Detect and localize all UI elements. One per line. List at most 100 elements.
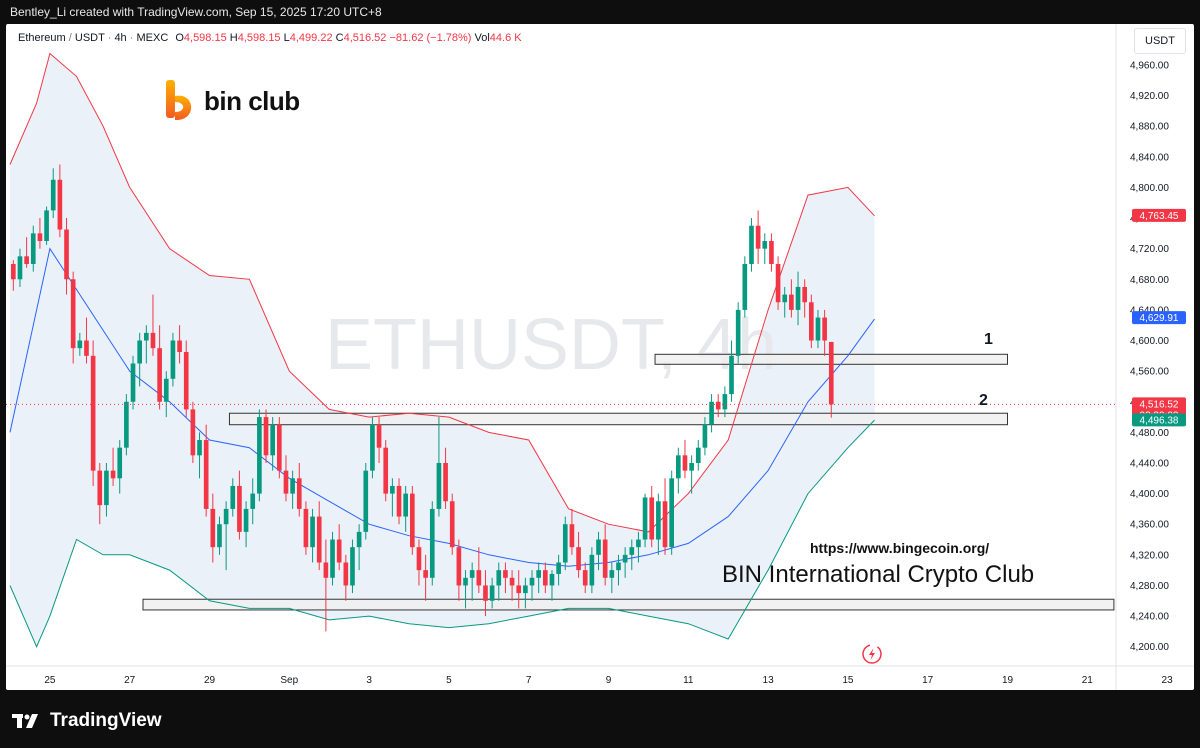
candle[interactable] bbox=[556, 554, 561, 586]
candle[interactable] bbox=[323, 539, 329, 632]
candle[interactable] bbox=[503, 562, 508, 594]
candle[interactable] bbox=[137, 332, 142, 387]
candle[interactable] bbox=[569, 508, 575, 555]
time-axis[interactable]: 25 27 29 Sep 3 5 7 9 11 13 15 17 19 21 23 bbox=[44, 675, 1173, 686]
candle[interactable] bbox=[582, 562, 588, 594]
candle[interactable] bbox=[735, 302, 741, 364]
candle[interactable] bbox=[483, 570, 488, 617]
candle[interactable] bbox=[702, 417, 708, 456]
candle[interactable] bbox=[636, 531, 641, 563]
symbol-name[interactable]: Ethereum bbox=[18, 32, 66, 44]
candle[interactable] bbox=[602, 524, 608, 586]
candle[interactable] bbox=[177, 325, 182, 364]
candle[interactable] bbox=[356, 524, 362, 571]
candle[interactable] bbox=[543, 562, 548, 594]
candle[interactable] bbox=[97, 462, 103, 525]
candle[interactable] bbox=[283, 455, 289, 502]
price-chart[interactable]: ETHUSDT, 4h 1 2 https://www.bingecoin.or… bbox=[6, 24, 1194, 690]
candle[interactable] bbox=[423, 554, 428, 601]
candle[interactable] bbox=[203, 424, 209, 517]
candle[interactable] bbox=[456, 539, 462, 601]
candle[interactable] bbox=[37, 218, 43, 249]
candle[interactable] bbox=[163, 371, 169, 418]
price-axis[interactable]: 4,200.00 4,240.00 4,280.00 4,320.00 4,360.00… bbox=[1130, 60, 1169, 653]
candle[interactable] bbox=[523, 577, 528, 609]
candle[interactable] bbox=[11, 260, 16, 291]
candle[interactable] bbox=[183, 340, 189, 418]
tradingview-brand[interactable]: TradingView bbox=[12, 710, 162, 732]
candle[interactable] bbox=[822, 309, 827, 356]
candle[interactable] bbox=[290, 470, 295, 509]
candle[interactable] bbox=[104, 462, 109, 517]
candle[interactable] bbox=[669, 470, 674, 555]
candle[interactable] bbox=[90, 340, 96, 486]
chart-frame[interactable]: ETHUSDT, 4h 1 2 https://www.bingecoin.or… bbox=[6, 24, 1194, 690]
candle[interactable] bbox=[449, 493, 455, 555]
candle[interactable] bbox=[722, 386, 728, 418]
candle[interactable] bbox=[144, 325, 149, 364]
candle[interactable] bbox=[802, 279, 807, 318]
candle[interactable] bbox=[130, 355, 136, 410]
candle[interactable] bbox=[170, 332, 176, 387]
candle[interactable] bbox=[403, 485, 408, 532]
candle[interactable] bbox=[296, 462, 302, 517]
candle[interactable] bbox=[110, 447, 116, 486]
candle[interactable] bbox=[370, 417, 375, 479]
candle[interactable] bbox=[682, 440, 688, 479]
candle[interactable] bbox=[190, 401, 196, 463]
candle[interactable] bbox=[616, 554, 621, 586]
candle[interactable] bbox=[316, 501, 322, 571]
candle[interactable] bbox=[429, 501, 435, 586]
lightning-icon[interactable] bbox=[862, 644, 882, 664]
candle[interactable] bbox=[476, 547, 482, 594]
candle[interactable] bbox=[755, 210, 761, 264]
candle[interactable] bbox=[596, 531, 601, 571]
candle[interactable] bbox=[303, 501, 309, 555]
candle[interactable] bbox=[117, 440, 123, 494]
candle[interactable] bbox=[310, 508, 315, 563]
zone-base[interactable] bbox=[142, 598, 1115, 611]
zone-2[interactable] bbox=[228, 412, 1008, 426]
candle[interactable] bbox=[50, 168, 56, 219]
candle[interactable] bbox=[257, 409, 262, 502]
candle[interactable] bbox=[217, 516, 222, 555]
candle[interactable] bbox=[516, 570, 522, 609]
candle[interactable] bbox=[662, 478, 668, 555]
candle[interactable] bbox=[795, 271, 801, 326]
candle[interactable] bbox=[270, 417, 275, 471]
interval-label[interactable]: 4h bbox=[114, 32, 127, 44]
candle[interactable] bbox=[44, 206, 49, 245]
candle[interactable] bbox=[124, 394, 129, 456]
candle[interactable] bbox=[729, 340, 734, 402]
candle[interactable] bbox=[496, 562, 502, 601]
candle[interactable] bbox=[695, 440, 701, 471]
currency-unit-button[interactable]: USDT bbox=[1134, 28, 1186, 54]
candle[interactable] bbox=[809, 294, 814, 349]
candle[interactable] bbox=[642, 493, 648, 548]
candle[interactable] bbox=[463, 570, 468, 609]
candle[interactable] bbox=[549, 570, 555, 601]
candle[interactable] bbox=[469, 562, 475, 601]
candle[interactable] bbox=[230, 478, 236, 517]
candle[interactable] bbox=[343, 554, 349, 601]
candle[interactable] bbox=[676, 447, 681, 494]
candle[interactable] bbox=[223, 501, 229, 571]
candle[interactable] bbox=[828, 341, 834, 418]
candle[interactable] bbox=[815, 309, 821, 349]
candle[interactable] bbox=[24, 237, 29, 268]
candle[interactable] bbox=[529, 570, 535, 601]
candle[interactable] bbox=[609, 562, 615, 594]
candle[interactable] bbox=[84, 317, 89, 364]
candle[interactable] bbox=[649, 485, 655, 548]
candle[interactable] bbox=[656, 493, 661, 555]
candle[interactable] bbox=[629, 539, 635, 571]
candle[interactable] bbox=[689, 455, 694, 494]
candle[interactable] bbox=[30, 225, 36, 272]
candle[interactable] bbox=[762, 233, 768, 264]
candle[interactable] bbox=[715, 394, 721, 418]
candle[interactable] bbox=[243, 501, 249, 548]
candle[interactable] bbox=[775, 256, 781, 310]
candle[interactable] bbox=[709, 394, 714, 433]
candle[interactable] bbox=[416, 539, 422, 586]
candle[interactable] bbox=[330, 531, 335, 586]
